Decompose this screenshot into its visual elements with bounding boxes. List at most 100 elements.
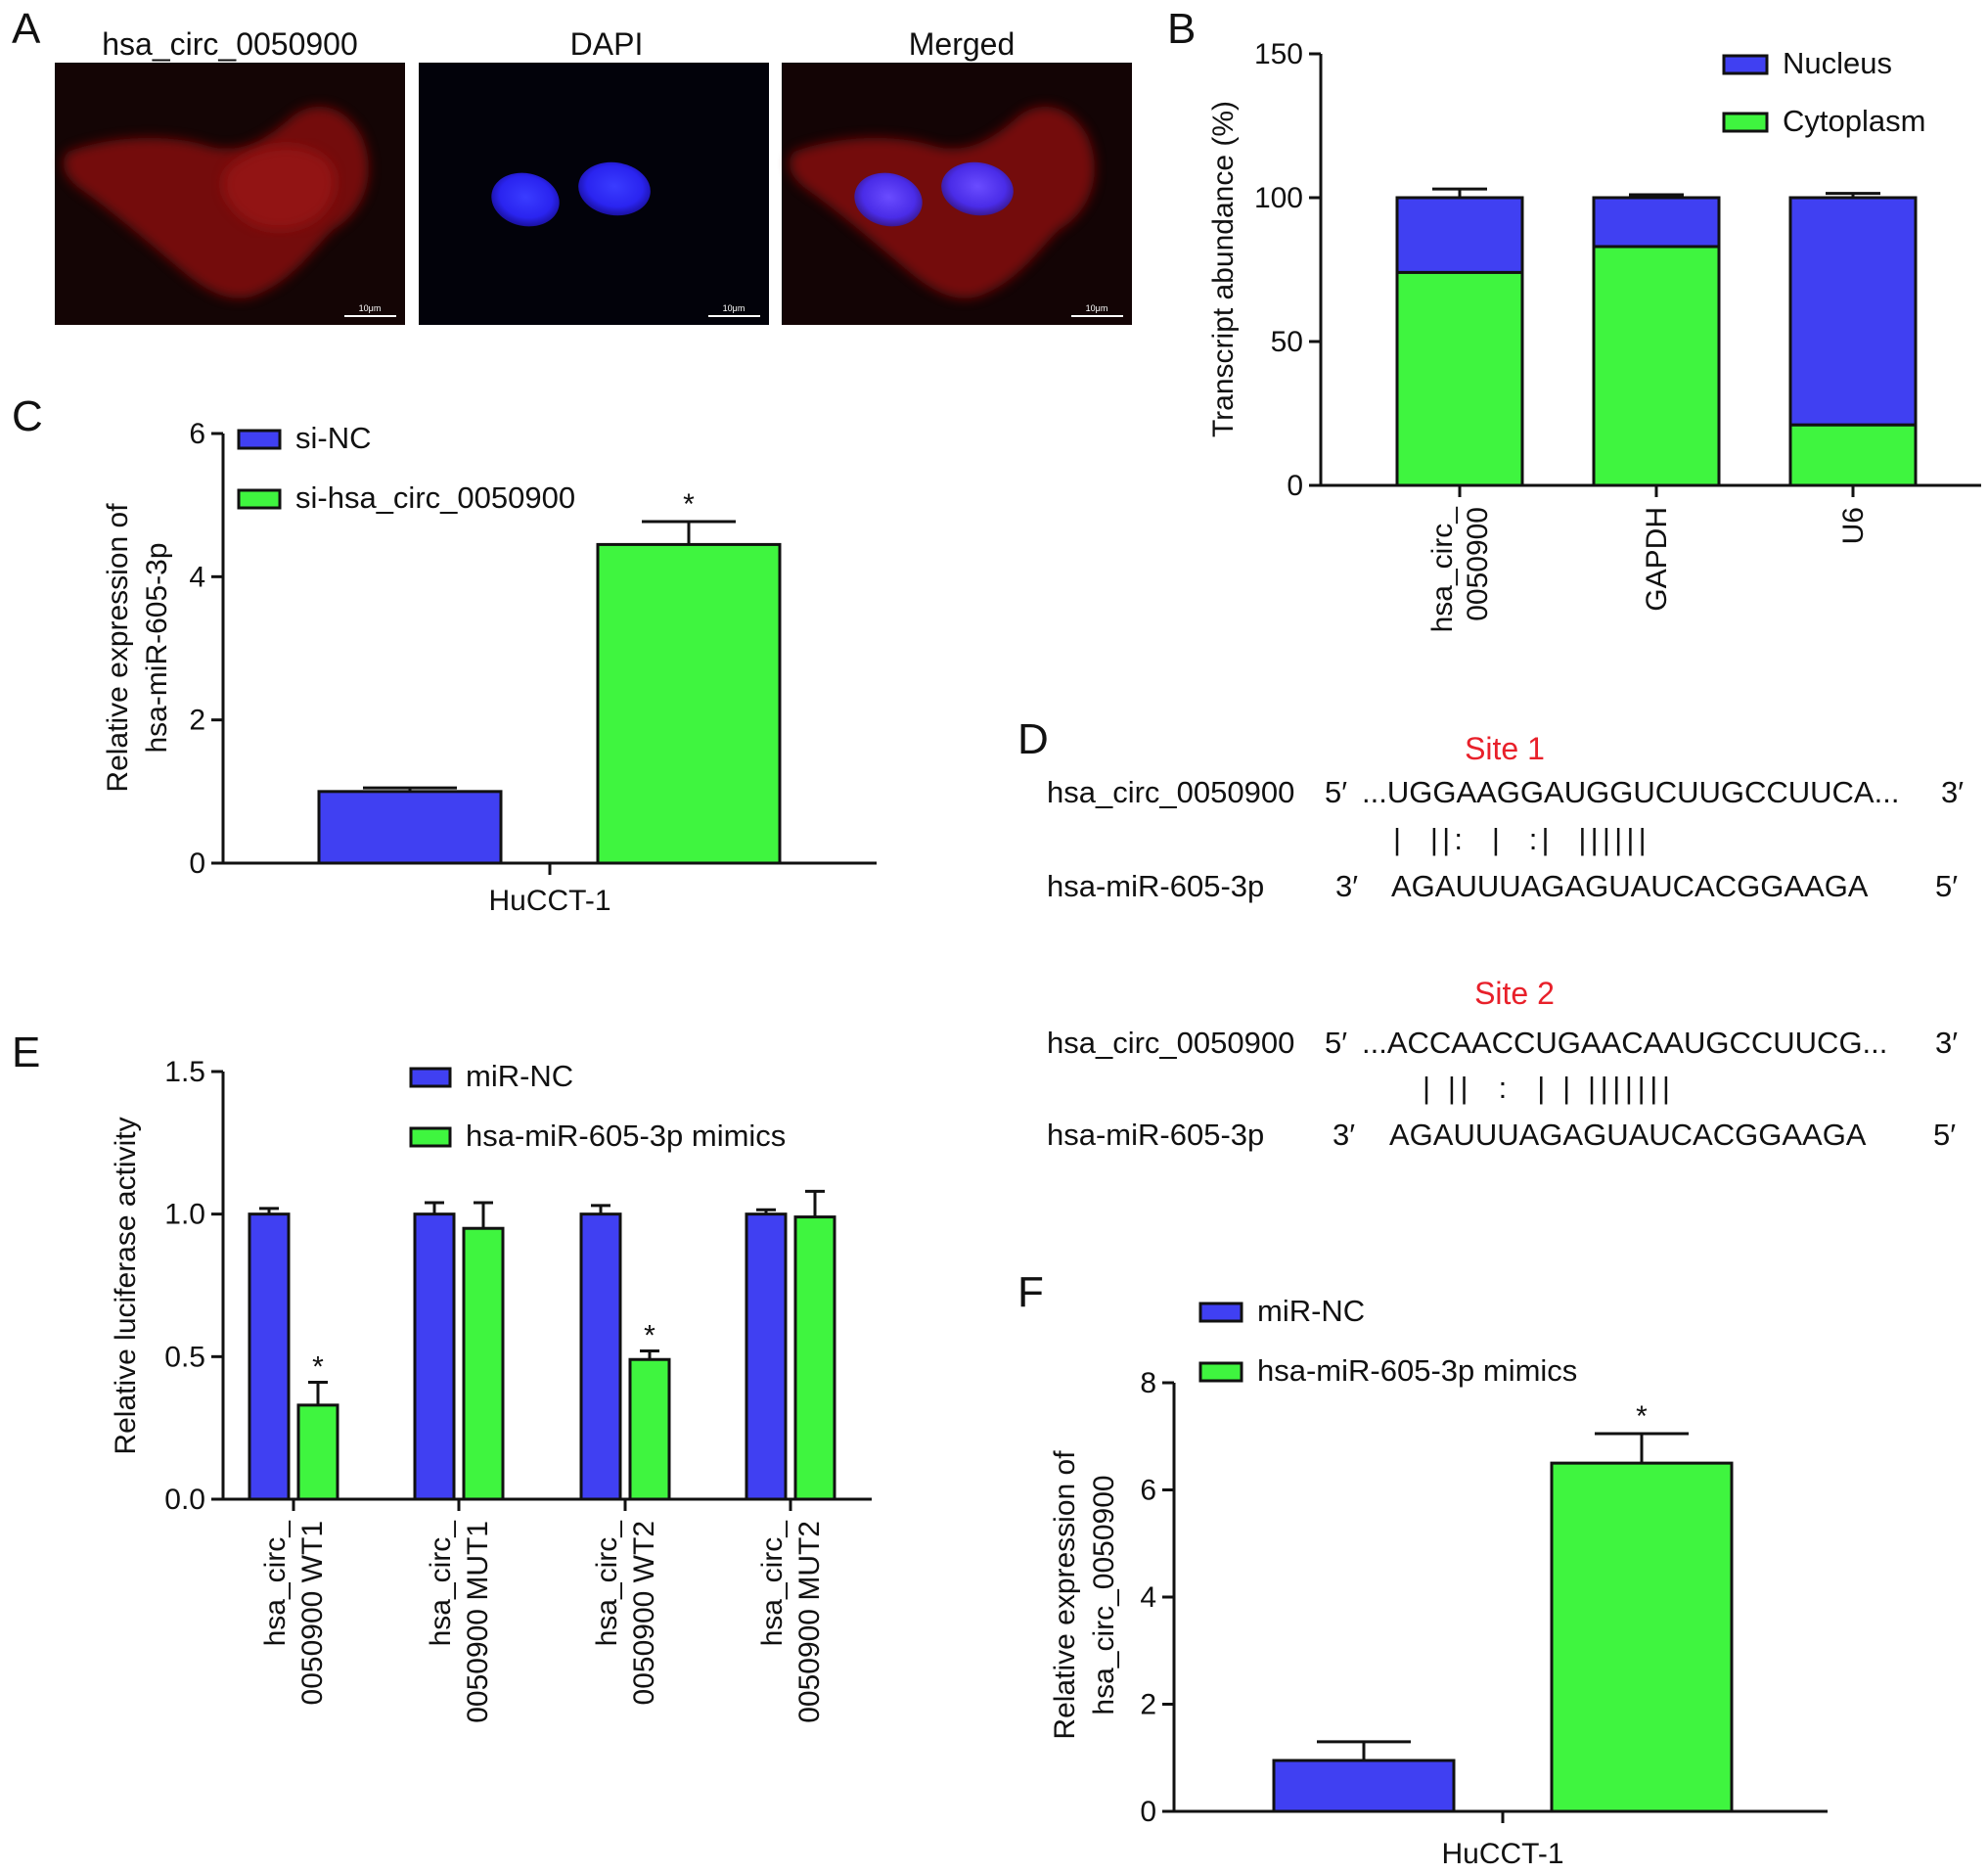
x-tick-label: 0050900	[1462, 507, 1494, 621]
site-1-mir-name: hsa-miR-605-3p	[1047, 869, 1264, 903]
y-tick-label: 2	[1140, 1689, 1156, 1721]
y-tick-label: 1.0	[164, 1199, 205, 1231]
y-tick-label: 50	[1271, 326, 1303, 358]
significance-mark: *	[312, 1351, 324, 1384]
site-2-circ-name: hsa_circ_0050900	[1047, 1026, 1294, 1060]
y-axis-title: Relative expression of	[1049, 1450, 1081, 1740]
significance-mark: *	[1636, 1400, 1648, 1433]
legend-swatch	[1198, 1302, 1243, 1323]
bar-mir-nc	[579, 1212, 622, 1501]
y-tick-label: 2	[189, 705, 205, 737]
microscopy-image-circ: 10μm	[55, 63, 405, 325]
y-axis-title: Relative luciferase activity	[110, 1117, 142, 1454]
site-2-label: Site 2	[1474, 976, 1555, 1011]
panel-a: hsa_circ_0050900 DAPI Merged 10μm 10μm 1	[55, 26, 1132, 325]
bar-si-circ	[596, 542, 782, 865]
x-tick-label: hsa_circ_	[1426, 506, 1459, 633]
bar-mimics	[1550, 1461, 1734, 1813]
y-tick-label: 0	[189, 847, 205, 880]
panel-d: Site 1 hsa_circ_0050900 5′ ...UGGAAGGAUG…	[1047, 731, 1964, 1152]
legend-swatch	[409, 1067, 452, 1088]
site-2-mir-sequence: AGAUUUAGAGUAUCACGGAAGA	[1389, 1118, 1867, 1152]
x-tick-label: hsa_circ_	[425, 1520, 457, 1647]
x-tick-label: 0050900 MUT1	[462, 1521, 494, 1723]
chart-c: 0 2 4 6 * HuCCT-1 Relative expression of hsa-mi…	[102, 418, 877, 917]
site-1-mir-3prime: 3′	[1335, 869, 1358, 903]
bar-mimics	[628, 1357, 671, 1501]
significance-mark: *	[644, 1320, 655, 1352]
panel-letter-d: D	[1017, 715, 1049, 763]
x-tick-label: U6	[1837, 507, 1870, 544]
bar-si-nc	[317, 790, 503, 865]
legend-label: hsa-miR-605-3p mimics	[466, 1119, 786, 1153]
site-2-mir-3prime: 3′	[1333, 1118, 1355, 1152]
y-tick-label: 0.0	[164, 1484, 205, 1516]
legend-label: hsa-miR-605-3p mimics	[1257, 1353, 1577, 1388]
x-tick-label: 0050900 MUT2	[793, 1521, 826, 1723]
y-axis-title: Transcript abundance (%)	[1207, 101, 1240, 437]
site-2-mir-5prime: 5′	[1933, 1118, 1956, 1152]
x-tick-label: HuCCT-1	[488, 885, 610, 917]
y-tick-label: 0.5	[164, 1341, 205, 1373]
y-tick-label: 100	[1254, 182, 1303, 214]
legend-swatch	[237, 488, 282, 510]
chart-b: 0 50 100 150 hsa_circ_ 0050900 GAPDH U6 Transcri…	[1207, 38, 1981, 632]
panel-letter-e: E	[12, 1028, 40, 1076]
bar-cytoplasm	[1395, 270, 1524, 487]
site-1-mir-5prime: 5′	[1935, 869, 1958, 903]
legend-swatch	[1722, 54, 1769, 75]
panel-letter-a: A	[12, 5, 41, 53]
x-tick-label: 0050900 WT1	[296, 1521, 329, 1705]
site-1-circ-3prime: 3′	[1941, 775, 1964, 809]
bar-nucleus	[1788, 196, 1918, 427]
image-title-circ: hsa_circ_0050900	[102, 26, 358, 62]
x-tick-label: hsa_circ_	[591, 1520, 623, 1647]
bar-cytoplasm	[1592, 245, 1721, 487]
chart-e: 0.00.51.01.5*hsa_circ_ 0050900 WT1 hsa_cir…	[110, 1056, 872, 1723]
site-1-circ-sequence: ...UGGAAGGAUGGUCUUGCCUUCA...	[1362, 775, 1899, 809]
legend-swatch	[237, 429, 282, 450]
legend-label: si-NC	[295, 421, 372, 455]
bar-cytoplasm	[1788, 423, 1918, 487]
y-tick-label: 8	[1140, 1367, 1156, 1399]
scale-bar-label: 10μm	[1086, 303, 1108, 313]
site-2-circ-5prime: 5′	[1325, 1026, 1347, 1060]
legend-label: Cytoplasm	[1783, 104, 1925, 138]
x-tick-label: GAPDH	[1641, 507, 1673, 612]
microscopy-image-dapi: 10μm	[419, 63, 769, 325]
y-tick-label: 6	[1140, 1475, 1156, 1507]
chart-f: 0 2 4 6 8 * HuCCT-1 Relative expression of hsa_c…	[1049, 1294, 1828, 1870]
y-axis-title: hsa-miR-605-3p	[141, 542, 173, 753]
site-1-label: Site 1	[1465, 731, 1545, 766]
x-tick-label: hsa_circ_	[756, 1520, 789, 1647]
y-tick-label: 0	[1140, 1796, 1156, 1828]
site-2-circ-sequence: ...ACCAACCUGAACAAUGCCUUCG...	[1362, 1026, 1887, 1060]
legend-label: miR-NC	[1257, 1294, 1365, 1328]
legend-label: Nucleus	[1783, 46, 1892, 80]
significance-mark: *	[683, 488, 695, 521]
scale-bar-label: 10μm	[359, 303, 382, 313]
legend-swatch	[1722, 112, 1769, 133]
site-2-mir-name: hsa-miR-605-3p	[1047, 1118, 1264, 1152]
x-tick-label: 0050900 WT2	[628, 1521, 660, 1705]
x-tick-label: hsa_circ_	[259, 1520, 292, 1647]
site-2-circ-3prime: 3′	[1935, 1026, 1958, 1060]
bar-mir-nc	[1272, 1759, 1456, 1813]
bar-nucleus	[1395, 196, 1524, 274]
bar-mimics	[793, 1215, 836, 1501]
site-1-mir-sequence: AGAUUUAGAGUAUCACGGAAGA	[1391, 869, 1869, 903]
y-axis-title: hsa_circ_0050900	[1088, 1475, 1120, 1714]
site-1-pairing: | ||: | :| ||||||	[1393, 822, 1650, 856]
image-title-merged: Merged	[909, 26, 1016, 62]
bar-nucleus	[1592, 196, 1721, 249]
site-1-circ-name: hsa_circ_0050900	[1047, 775, 1294, 809]
bar-mir-nc	[248, 1212, 291, 1501]
y-tick-label: 0	[1287, 470, 1303, 502]
bar-mimics	[296, 1403, 339, 1501]
panel-letter-c: C	[12, 392, 43, 440]
legend-swatch	[409, 1126, 452, 1148]
panel-letter-b: B	[1167, 5, 1196, 53]
y-tick-label: 4	[1140, 1581, 1156, 1614]
y-tick-label: 4	[189, 561, 205, 593]
